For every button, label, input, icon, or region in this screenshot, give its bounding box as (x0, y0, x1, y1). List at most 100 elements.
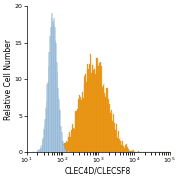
Bar (59, 109, 60, 152)
Bar (54, 149, 55, 152)
Bar (63, 145, 64, 152)
Bar (88, 69, 89, 152)
Bar (67, 142, 68, 152)
Bar (113, 114, 114, 152)
Bar (66, 141, 67, 152)
Bar (96, 58, 97, 152)
Bar (41, 145, 42, 152)
Bar (40, 148, 41, 152)
Bar (69, 132, 70, 152)
Bar (126, 144, 127, 152)
Bar (37, 150, 38, 152)
Bar (93, 70, 94, 152)
Bar (99, 63, 100, 152)
Bar (60, 146, 61, 152)
Bar (79, 95, 80, 152)
Bar (112, 121, 113, 152)
Bar (57, 87, 58, 152)
Bar (104, 93, 105, 152)
Bar (84, 76, 85, 152)
Bar (47, 82, 48, 152)
Bar (98, 66, 99, 152)
Bar (125, 145, 126, 152)
Bar (120, 141, 121, 152)
Bar (48, 52, 49, 152)
Bar (54, 27, 55, 152)
Bar (50, 27, 51, 152)
Bar (103, 84, 104, 152)
Y-axis label: Relative Cell Number: Relative Cell Number (4, 39, 13, 120)
Bar (54, 27, 55, 152)
Bar (62, 141, 63, 152)
Bar (53, 18, 54, 152)
Bar (50, 151, 51, 152)
Bar (56, 62, 57, 152)
Bar (62, 145, 63, 152)
Bar (105, 97, 106, 152)
Bar (117, 138, 118, 152)
Bar (58, 148, 59, 152)
Bar (131, 151, 132, 152)
Bar (102, 87, 103, 152)
Bar (39, 150, 40, 152)
Bar (115, 130, 116, 152)
Bar (68, 151, 69, 152)
Bar (38, 149, 39, 152)
Bar (61, 145, 62, 152)
Bar (43, 129, 44, 152)
Bar (47, 151, 48, 152)
Bar (89, 64, 90, 152)
Bar (43, 129, 44, 152)
Bar (45, 108, 46, 152)
Bar (56, 62, 57, 152)
Bar (51, 14, 52, 152)
Bar (87, 64, 88, 152)
Bar (64, 148, 65, 152)
Bar (92, 65, 93, 152)
Bar (60, 126, 61, 152)
Bar (41, 145, 42, 152)
Bar (129, 151, 130, 152)
Bar (75, 111, 76, 152)
Bar (55, 43, 56, 152)
Bar (106, 88, 107, 152)
Bar (119, 139, 120, 152)
Bar (68, 151, 69, 152)
Bar (100, 62, 101, 152)
Bar (94, 69, 95, 152)
Bar (49, 36, 50, 152)
Bar (56, 150, 57, 152)
Bar (83, 98, 84, 152)
Bar (64, 143, 65, 152)
Bar (55, 43, 56, 152)
Bar (39, 150, 40, 152)
Bar (57, 87, 58, 152)
Bar (61, 132, 62, 152)
Bar (77, 109, 78, 152)
Bar (76, 111, 77, 152)
Bar (107, 88, 108, 152)
Bar (59, 109, 60, 152)
Bar (44, 119, 45, 152)
Bar (110, 113, 111, 152)
Bar (70, 137, 71, 152)
Bar (40, 148, 41, 152)
Bar (133, 150, 134, 152)
Bar (51, 151, 52, 152)
Bar (38, 149, 39, 152)
Bar (58, 99, 59, 152)
Bar (91, 73, 92, 152)
Bar (132, 151, 133, 152)
Bar (64, 148, 65, 152)
Bar (74, 129, 75, 152)
Bar (114, 129, 115, 152)
Bar (48, 52, 49, 152)
Bar (122, 141, 123, 152)
Bar (65, 143, 66, 152)
Bar (85, 74, 86, 152)
Bar (116, 124, 117, 152)
Bar (52, 151, 53, 152)
Bar (53, 151, 54, 152)
Bar (63, 144, 64, 152)
Bar (68, 137, 69, 152)
